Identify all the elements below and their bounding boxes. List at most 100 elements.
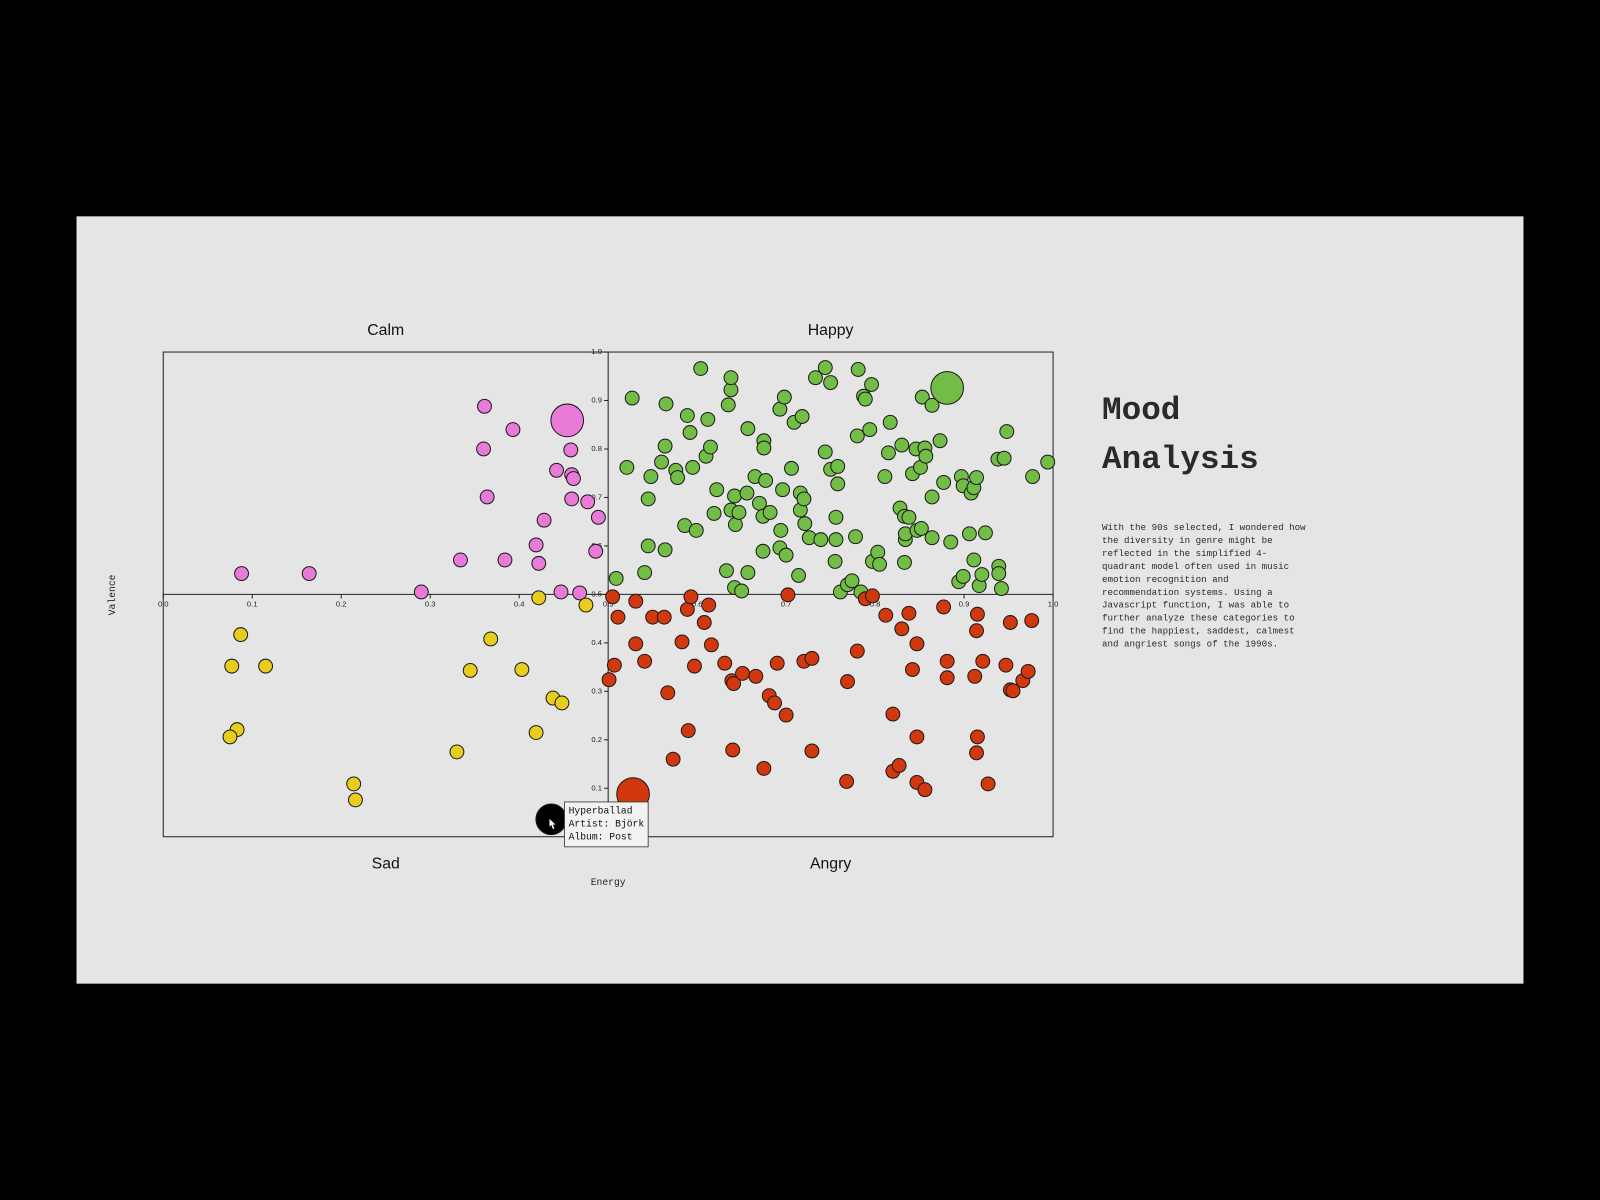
song-point bbox=[723, 370, 739, 386]
song-point bbox=[797, 516, 813, 532]
song-point bbox=[878, 607, 894, 623]
song-point bbox=[901, 605, 917, 621]
song-point bbox=[224, 658, 240, 674]
song-point bbox=[998, 657, 1014, 673]
song-point bbox=[991, 566, 1007, 581]
song-point bbox=[693, 361, 709, 376]
song-point bbox=[505, 422, 521, 438]
y-tick-label: 0.8 bbox=[591, 444, 602, 453]
x-tick-label: 0.8 bbox=[870, 600, 881, 609]
song-point bbox=[1005, 683, 1021, 699]
x-tick-label: 0.7 bbox=[781, 600, 792, 609]
description-line: quadrant model often used in music bbox=[1102, 561, 1289, 572]
song-point bbox=[679, 408, 695, 423]
y-tick-label: 0.4 bbox=[591, 638, 602, 647]
song-point bbox=[514, 662, 530, 677]
song-point bbox=[885, 706, 901, 722]
extreme-song-point[interactable] bbox=[550, 403, 585, 438]
song-point bbox=[974, 567, 990, 582]
song-point bbox=[726, 676, 742, 692]
song-point bbox=[696, 615, 712, 630]
song-point bbox=[850, 362, 866, 377]
song-point bbox=[932, 433, 948, 449]
song-point bbox=[735, 665, 750, 681]
title-line: Analysis bbox=[1102, 441, 1259, 478]
song-point bbox=[862, 422, 878, 438]
extreme-song-point[interactable] bbox=[930, 371, 965, 405]
song-point bbox=[994, 581, 1009, 597]
x-axis-label: Energy bbox=[591, 877, 626, 888]
song-point bbox=[773, 522, 789, 538]
song-point bbox=[969, 745, 984, 761]
song-point bbox=[840, 674, 855, 690]
cursor bbox=[548, 817, 558, 830]
song-point bbox=[717, 655, 733, 671]
song-point bbox=[688, 522, 704, 538]
song-point bbox=[791, 568, 807, 583]
song-point bbox=[780, 587, 796, 603]
song-point bbox=[894, 621, 910, 637]
song-point bbox=[665, 751, 681, 767]
y-tick-label: 1.0 bbox=[591, 347, 602, 356]
song-point bbox=[477, 398, 492, 414]
quadrant-label: Angry bbox=[810, 855, 851, 872]
description-line: With the 90s selected, I wondered how bbox=[1102, 522, 1306, 533]
x-tick-label: 0.2 bbox=[336, 600, 347, 609]
song-point bbox=[756, 760, 772, 776]
hovered-song-point[interactable] bbox=[535, 803, 568, 836]
song-point bbox=[348, 792, 363, 808]
description-line: further analyze these categories to bbox=[1102, 613, 1295, 624]
tooltip-line: Hyperballad bbox=[569, 806, 633, 817]
song-point bbox=[563, 442, 579, 458]
song-point bbox=[977, 525, 993, 541]
y-tick-label: 0.2 bbox=[591, 735, 602, 744]
song-point bbox=[943, 534, 959, 550]
song-point bbox=[734, 583, 750, 599]
song-point bbox=[301, 566, 317, 581]
song-point bbox=[955, 569, 971, 584]
song-point bbox=[657, 542, 673, 558]
song-point bbox=[640, 538, 656, 554]
song-point bbox=[497, 552, 513, 568]
song-point bbox=[769, 655, 785, 671]
song-point bbox=[703, 439, 718, 455]
x-tick-label: 0.0 bbox=[158, 600, 169, 609]
song-point bbox=[756, 440, 772, 456]
side-text: Mood Analysis With the 90s selected, I won… bbox=[1102, 392, 1306, 650]
song-point bbox=[936, 474, 952, 490]
song-point bbox=[564, 491, 580, 507]
song-point bbox=[762, 505, 778, 520]
song-point bbox=[1020, 664, 1036, 679]
song-point bbox=[679, 601, 695, 617]
song-point bbox=[870, 544, 886, 560]
song-point bbox=[610, 609, 626, 625]
song-point bbox=[758, 473, 774, 488]
song-point bbox=[682, 425, 698, 440]
song-point bbox=[755, 543, 771, 559]
song-point bbox=[657, 438, 673, 454]
song-point bbox=[882, 414, 898, 430]
x-tick-label: 0.9 bbox=[959, 600, 970, 609]
song-point bbox=[476, 441, 492, 457]
tooltip-box bbox=[564, 801, 649, 848]
song-point bbox=[913, 521, 929, 536]
song-point bbox=[706, 505, 722, 521]
song-point bbox=[234, 566, 250, 581]
song-point bbox=[849, 643, 865, 659]
song-point bbox=[462, 663, 478, 678]
quadrant-label: Sad bbox=[372, 855, 400, 872]
song-point bbox=[643, 469, 659, 485]
song-point bbox=[996, 450, 1012, 466]
tooltip-line: Album: Post bbox=[569, 831, 633, 842]
song-point bbox=[969, 470, 984, 486]
song-point bbox=[966, 552, 982, 568]
song-point bbox=[767, 695, 783, 711]
song-point bbox=[961, 526, 977, 542]
song-point bbox=[709, 482, 725, 498]
song-point bbox=[864, 588, 880, 604]
song-point bbox=[817, 444, 833, 460]
song-point bbox=[687, 658, 702, 674]
